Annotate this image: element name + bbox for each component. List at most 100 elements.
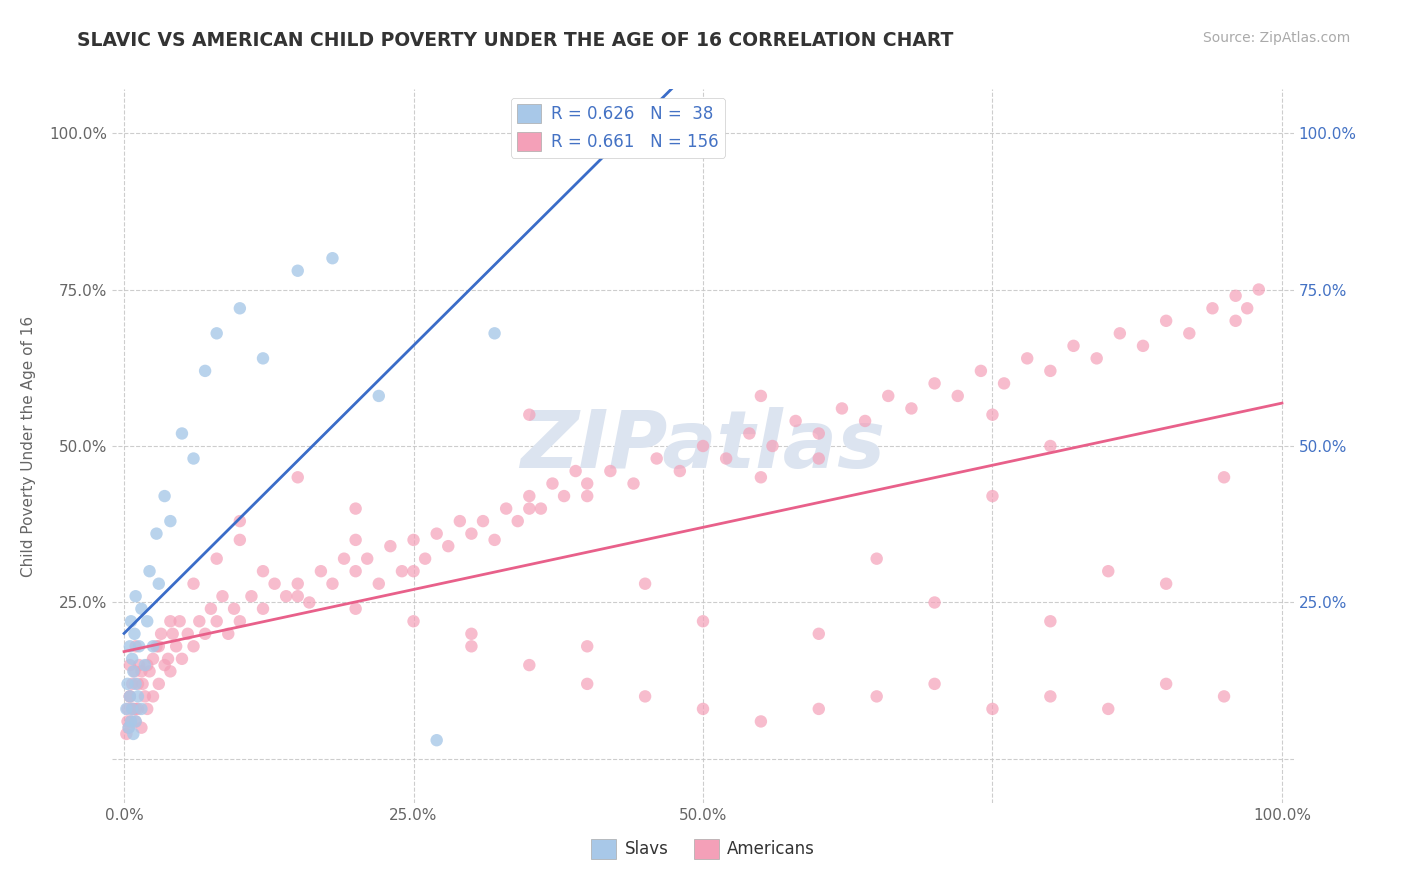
Point xyxy=(807,426,830,441)
Point xyxy=(900,401,922,416)
Point xyxy=(391,564,413,578)
Point xyxy=(229,301,252,316)
Point xyxy=(993,376,1015,391)
Point xyxy=(924,595,946,609)
Point xyxy=(1108,326,1130,341)
Point xyxy=(120,714,142,729)
Point xyxy=(145,526,167,541)
Point xyxy=(1039,364,1062,378)
Point xyxy=(229,514,252,528)
Point xyxy=(118,640,141,654)
Point xyxy=(183,640,205,654)
Point xyxy=(205,614,228,628)
Point xyxy=(162,627,184,641)
Point xyxy=(157,652,180,666)
Point xyxy=(205,551,228,566)
Point xyxy=(576,677,599,691)
Point xyxy=(426,526,449,541)
Point xyxy=(118,721,141,735)
Point xyxy=(946,389,969,403)
Point xyxy=(344,501,367,516)
Point xyxy=(634,690,657,704)
Point xyxy=(222,601,245,615)
Point xyxy=(472,514,495,528)
Point xyxy=(1039,690,1062,704)
Point xyxy=(131,721,153,735)
Point xyxy=(153,658,176,673)
Point xyxy=(183,576,205,591)
Point xyxy=(170,652,193,666)
Point xyxy=(413,551,436,566)
Legend: Slavs, Americans: Slavs, Americans xyxy=(585,832,821,866)
Point xyxy=(981,702,1004,716)
Point xyxy=(807,451,830,466)
Point xyxy=(120,714,142,729)
Point xyxy=(564,464,586,478)
Point xyxy=(120,614,142,628)
Point xyxy=(124,702,146,716)
Point xyxy=(194,627,217,641)
Point xyxy=(188,614,211,628)
Point xyxy=(124,627,146,641)
Point xyxy=(426,733,449,747)
Point xyxy=(142,690,165,704)
Point xyxy=(136,614,159,628)
Point xyxy=(252,601,274,615)
Point xyxy=(115,727,138,741)
Point xyxy=(117,702,139,716)
Point xyxy=(785,414,807,428)
Point xyxy=(576,640,599,654)
Point xyxy=(367,576,389,591)
Point xyxy=(240,589,263,603)
Point xyxy=(124,714,146,729)
Point xyxy=(177,627,200,641)
Point xyxy=(127,702,149,716)
Point xyxy=(124,714,146,729)
Point xyxy=(121,702,143,716)
Point xyxy=(530,501,553,516)
Point xyxy=(148,677,170,691)
Point xyxy=(981,489,1004,503)
Point xyxy=(749,470,772,484)
Point xyxy=(321,251,343,265)
Point xyxy=(599,464,621,478)
Point xyxy=(634,576,657,591)
Point xyxy=(148,640,170,654)
Point xyxy=(1213,690,1236,704)
Point xyxy=(866,551,889,566)
Point xyxy=(298,595,321,609)
Point xyxy=(1154,677,1177,691)
Point xyxy=(124,677,146,691)
Point xyxy=(924,376,946,391)
Point xyxy=(1039,614,1062,628)
Point xyxy=(460,640,482,654)
Point xyxy=(131,665,153,679)
Point xyxy=(150,627,173,641)
Point xyxy=(321,576,343,591)
Point xyxy=(118,690,141,704)
Point xyxy=(121,702,143,716)
Point xyxy=(205,326,228,341)
Point xyxy=(437,539,460,553)
Point xyxy=(1225,314,1247,328)
Point xyxy=(183,451,205,466)
Point xyxy=(692,614,714,628)
Point xyxy=(380,539,402,553)
Point xyxy=(541,476,564,491)
Point xyxy=(853,414,876,428)
Point xyxy=(333,551,356,566)
Point xyxy=(211,589,233,603)
Point xyxy=(138,665,160,679)
Point xyxy=(142,640,165,654)
Point xyxy=(517,489,540,503)
Point xyxy=(517,658,540,673)
Point xyxy=(344,601,367,615)
Point xyxy=(1154,576,1177,591)
Point xyxy=(449,514,471,528)
Point xyxy=(402,564,425,578)
Point xyxy=(1132,339,1154,353)
Point xyxy=(981,408,1004,422)
Point xyxy=(1097,564,1119,578)
Point xyxy=(122,702,145,716)
Point xyxy=(1225,289,1247,303)
